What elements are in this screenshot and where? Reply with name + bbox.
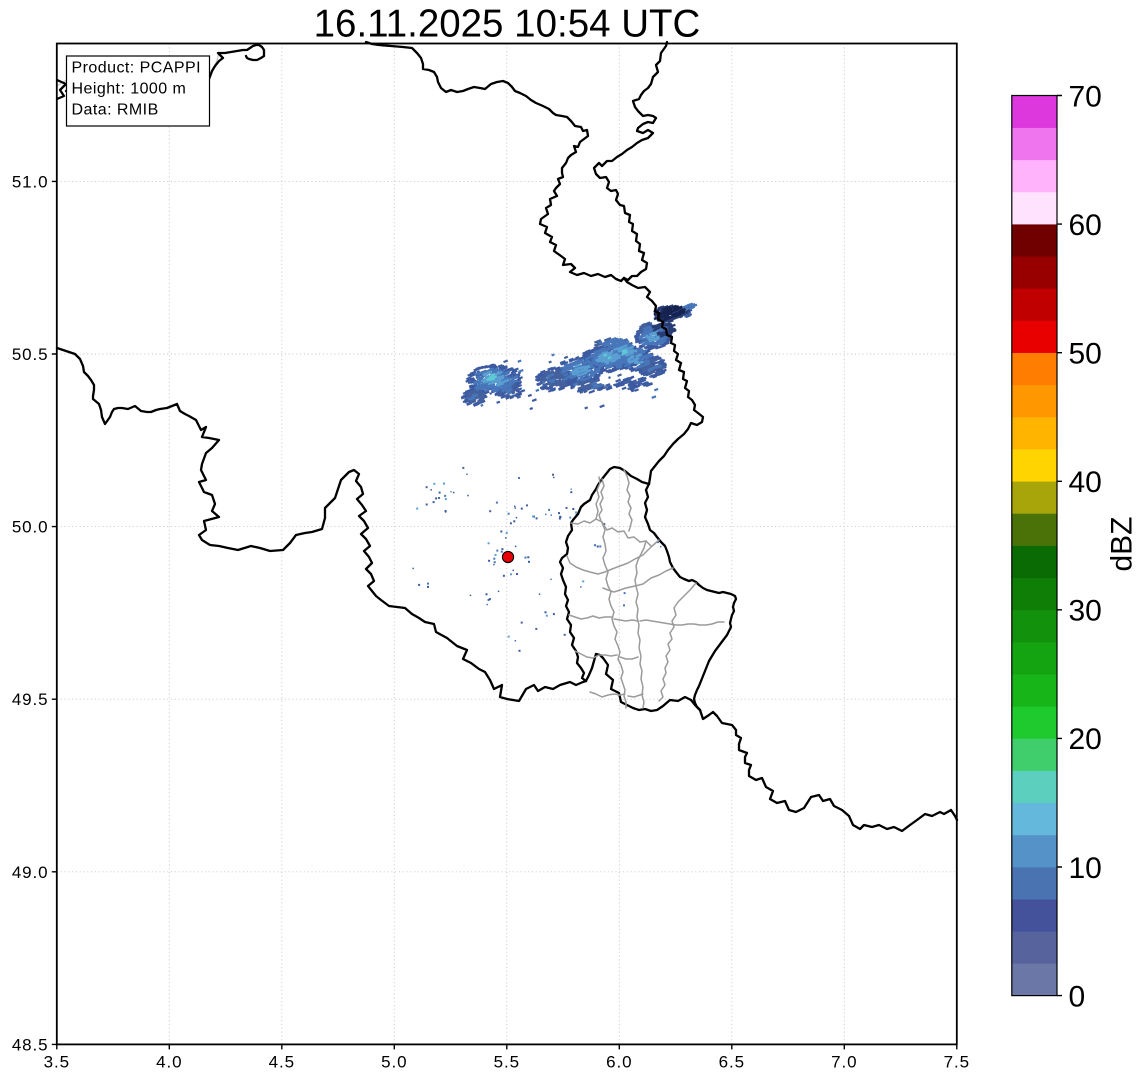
svg-text:4.5: 4.5 [269,1053,295,1072]
svg-text:6.0: 6.0 [606,1053,632,1072]
svg-text:48.5: 48.5 [12,1035,49,1054]
svg-text:20: 20 [1069,723,1102,756]
svg-text:60: 60 [1069,209,1102,242]
svg-text:51.0: 51.0 [12,172,49,191]
svg-text:Data: RMIB: Data: RMIB [72,102,159,119]
svg-text:50: 50 [1069,338,1102,371]
svg-text:5.0: 5.0 [381,1053,407,1072]
svg-text:5.5: 5.5 [494,1053,520,1072]
svg-text:7.0: 7.0 [831,1053,857,1072]
svg-text:50.5: 50.5 [12,345,49,364]
svg-text:7.5: 7.5 [944,1053,970,1072]
svg-text:dBZ: dBZ [1106,516,1139,571]
svg-text:50.0: 50.0 [12,518,49,537]
svg-text:16.11.2025 10:54 UTC: 16.11.2025 10:54 UTC [314,3,701,46]
svg-text:Product: PCAPPI: Product: PCAPPI [72,60,201,77]
svg-text:40: 40 [1069,466,1102,499]
svg-text:70: 70 [1069,80,1102,113]
svg-text:30: 30 [1069,595,1102,628]
svg-text:0: 0 [1069,980,1086,1013]
svg-text:49.5: 49.5 [12,690,49,709]
svg-text:6.5: 6.5 [719,1053,745,1072]
svg-text:Height: 1000 m: Height: 1000 m [72,81,187,98]
svg-text:10: 10 [1069,852,1102,885]
svg-text:3.5: 3.5 [44,1053,70,1072]
svg-text:4.0: 4.0 [156,1053,182,1072]
svg-text:49.0: 49.0 [12,863,49,882]
